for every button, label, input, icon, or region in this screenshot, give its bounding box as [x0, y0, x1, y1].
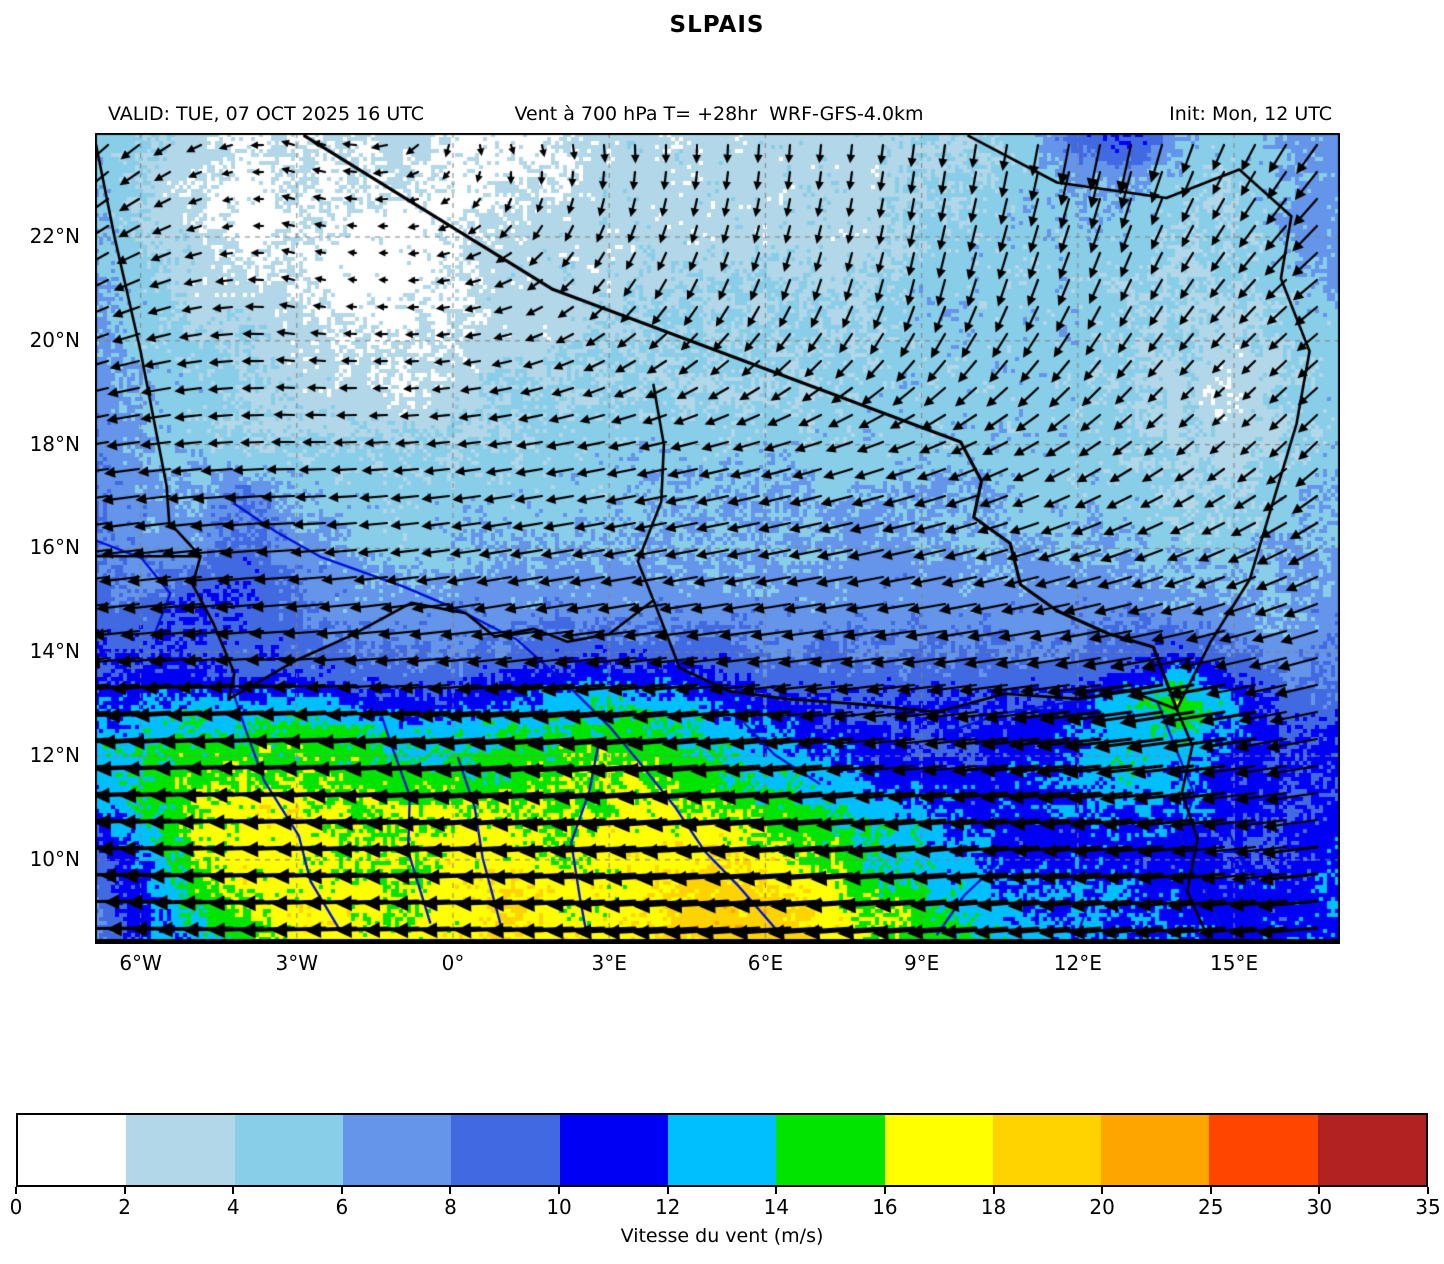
colorbar [16, 1113, 1428, 1187]
colorbar-tick-label: 12 [654, 1195, 681, 1219]
page-title: SLPAIS [669, 12, 765, 38]
colorbar-tick-label: 20 [1089, 1195, 1115, 1219]
colorbar-segment-4-6 [234, 1115, 343, 1185]
colorbar-segment-16-18 [884, 1115, 993, 1185]
colorbar-segment-14-16 [776, 1115, 885, 1185]
colorbar-tick [1427, 1187, 1429, 1194]
x-tick-label: 3°E [591, 951, 627, 975]
y-tick-label: 14°N [29, 639, 80, 664]
x-tick-label: 6°E [747, 951, 784, 975]
x-tick-label: 6°W [119, 951, 162, 975]
colorbar-tick-label: 10 [546, 1195, 572, 1219]
colorbar-segment-10-12 [559, 1115, 668, 1185]
init-time-label: Init: Mon, 12 UTC [1169, 103, 1332, 125]
colorbar-segment-30-35 [1317, 1115, 1427, 1185]
colorbar-tick [232, 1187, 235, 1194]
colorbar-tick [15, 1187, 17, 1194]
colorbar-tick [123, 1187, 126, 1194]
x-tick-label: 9°E [903, 951, 940, 975]
colorbar-tick-label: 25 [1198, 1195, 1224, 1219]
colorbar-caption: Vitesse du vent (m/s) [620, 1225, 824, 1247]
x-tick-label: 15°E [1210, 951, 1259, 975]
colorbar-tick [449, 1187, 452, 1194]
colorbar-tick-label: 30 [1306, 1195, 1333, 1219]
colorbar-segment-25-30 [1209, 1115, 1318, 1185]
x-tick-label: 12°E [1053, 951, 1102, 975]
colorbar-segment-18-20 [992, 1115, 1102, 1185]
colorbar-tick-label: 4 [226, 1195, 240, 1219]
y-tick-label: 12°N [29, 743, 80, 767]
colorbar-tick [1101, 1187, 1104, 1194]
colorbar-tick-label: 2 [118, 1195, 131, 1219]
colorbar-segment-2-4 [126, 1115, 235, 1185]
colorbar-tick [340, 1187, 343, 1194]
y-tick-label: 16°N [29, 535, 80, 560]
colorbar-tick [1318, 1187, 1321, 1194]
y-tick-label: 18°N [29, 431, 80, 456]
wind-map-canvas [95, 133, 1340, 944]
colorbar-segment-12-14 [667, 1115, 777, 1185]
colorbar-tick-label: 6 [335, 1195, 349, 1219]
colorbar-tick [992, 1187, 995, 1194]
colorbar-tick [666, 1187, 669, 1194]
colorbar-tick [883, 1187, 886, 1194]
valid-time-label: VALID: TUE, 07 OCT 2025 16 UTC [108, 103, 424, 125]
y-tick-label: 10°N [29, 846, 80, 871]
colorbar-tick-label: 0 [9, 1195, 23, 1219]
y-tick-label: 22°N [29, 224, 80, 248]
colorbar-tick [775, 1187, 778, 1194]
colorbar-tick [1209, 1187, 1212, 1194]
colorbar-segment-0-2 [18, 1115, 127, 1185]
colorbar-tick-label: 16 [872, 1195, 898, 1219]
variable-label: Vent à 700 hPa T= +28hr WRF-GFS-4.0km [514, 103, 924, 125]
colorbar-tick-label: 18 [980, 1195, 1007, 1219]
y-tick-label: 20°N [29, 327, 80, 352]
colorbar-tick-label: 8 [444, 1195, 457, 1219]
colorbar-segment-6-8 [342, 1115, 452, 1185]
colorbar-segment-8-10 [451, 1115, 560, 1185]
colorbar-tick [558, 1187, 561, 1194]
x-tick-label: 0° [441, 951, 465, 975]
colorbar-tick-label: 35 [1415, 1195, 1441, 1219]
colorbar-segment-20-25 [1101, 1115, 1210, 1185]
x-tick-label: 3°W [275, 951, 319, 975]
colorbar-tick-label: 14 [763, 1195, 790, 1219]
